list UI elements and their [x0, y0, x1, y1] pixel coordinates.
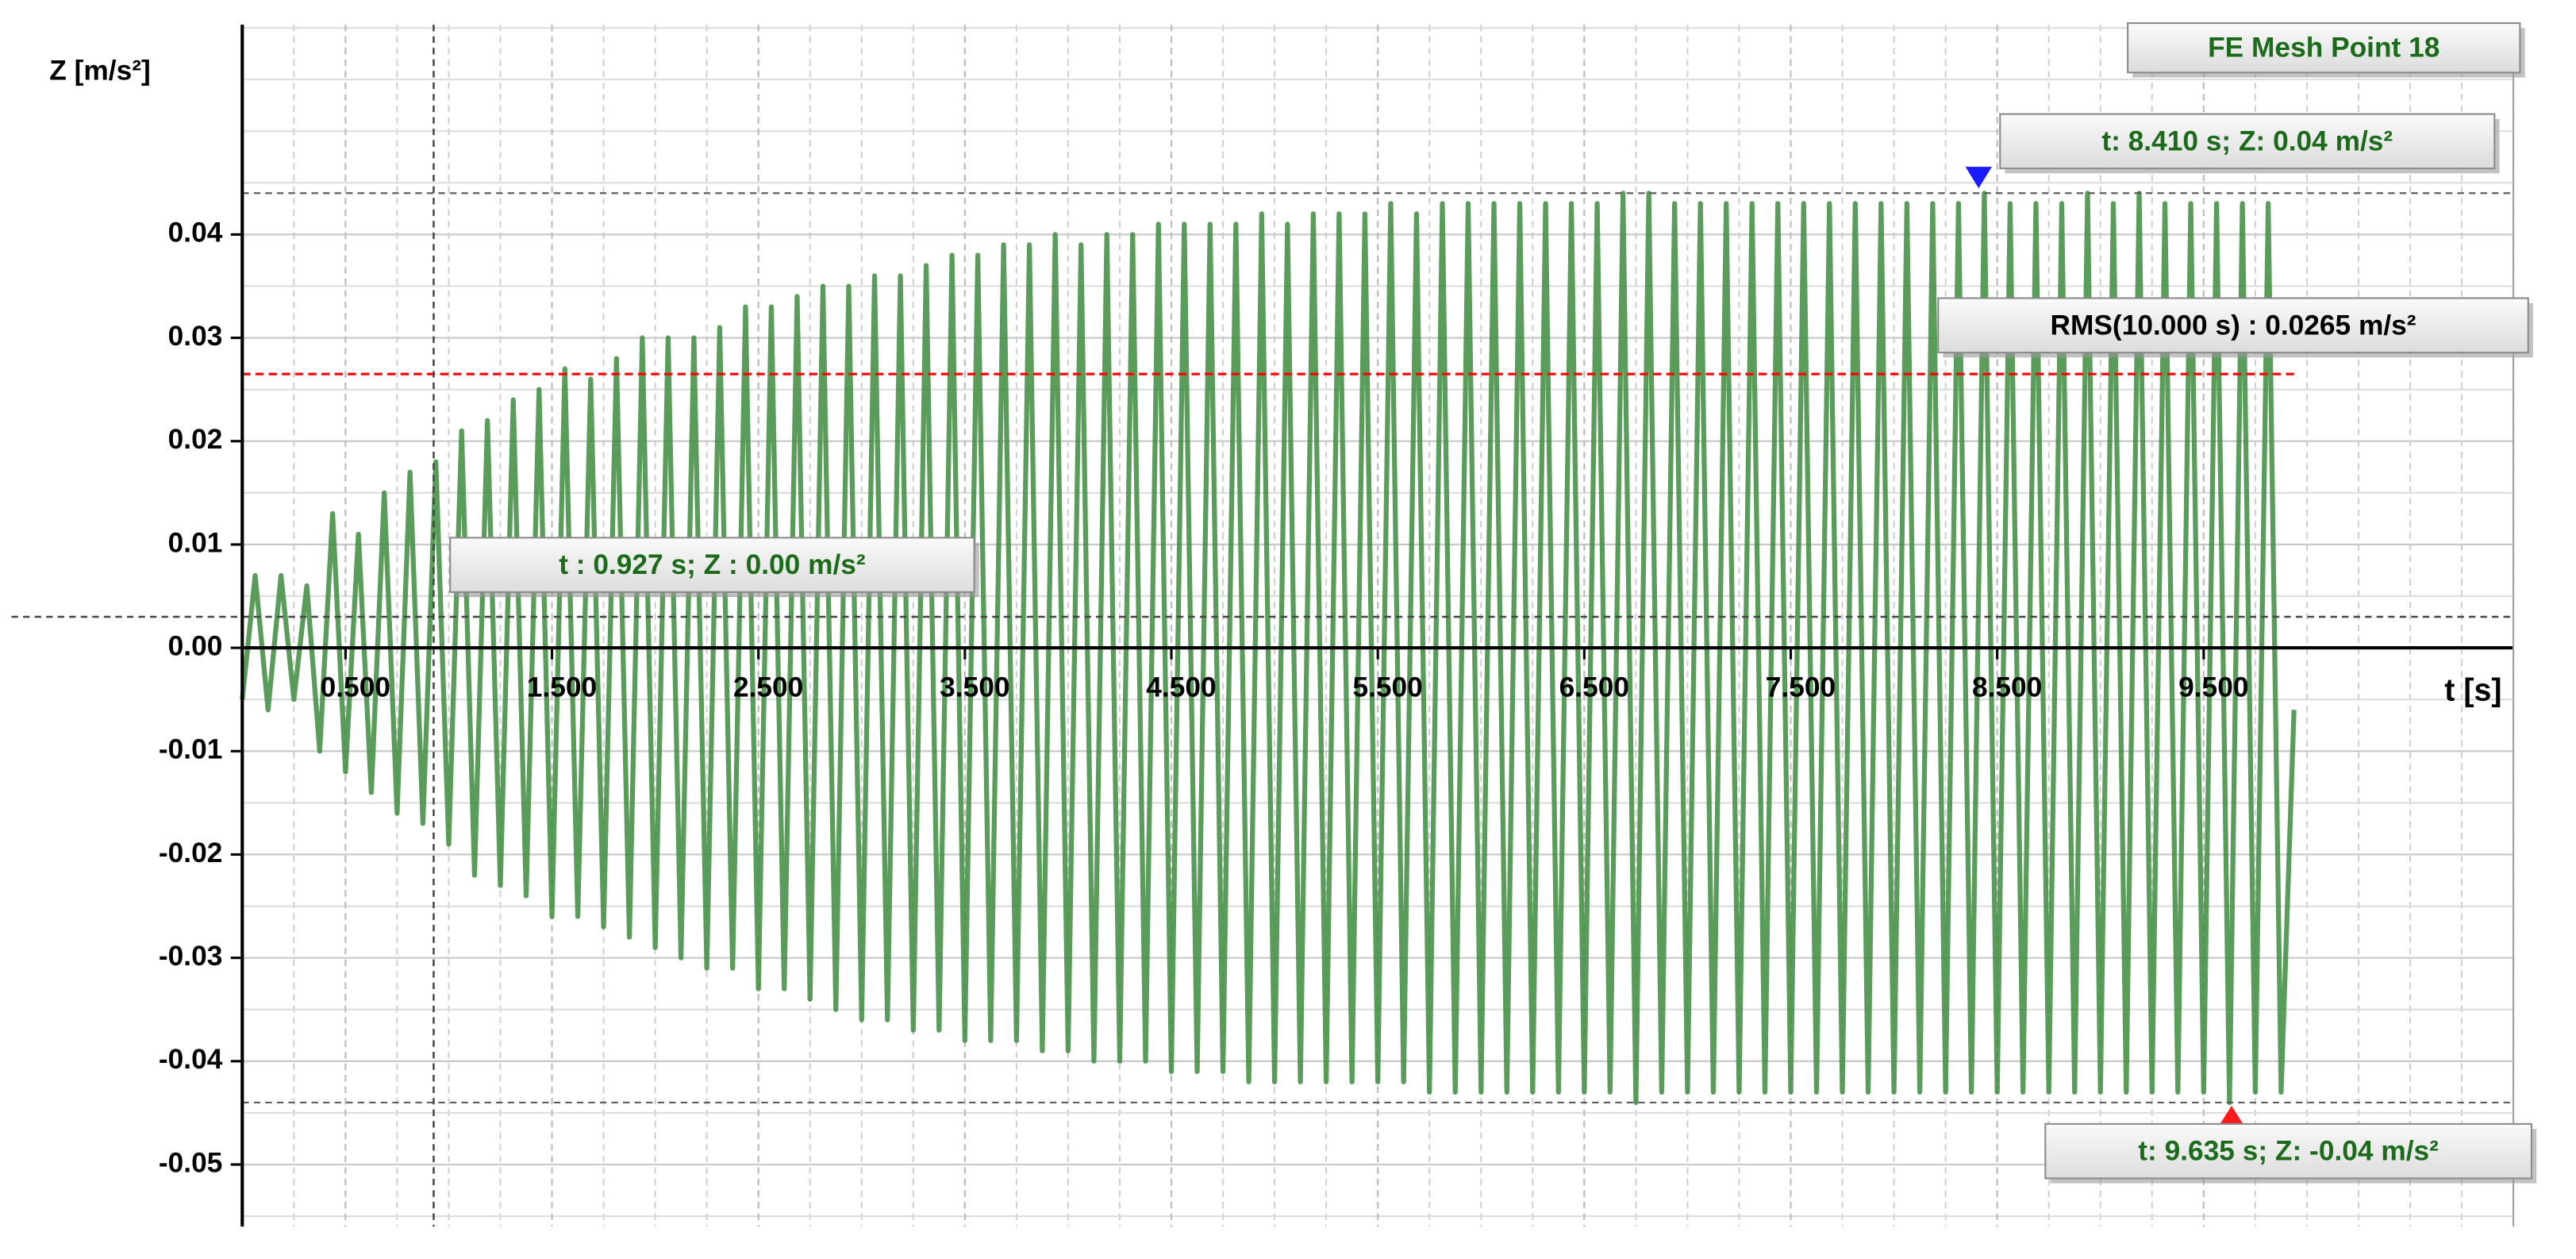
y-tick-label: 0.01: [168, 527, 223, 558]
x-tick-label: 0.500: [321, 672, 390, 703]
x-tick-label: 4.500: [1146, 672, 1216, 703]
y-tick-label: -0.05: [159, 1147, 222, 1178]
x-tick-label: 9.500: [2178, 672, 2248, 703]
y-tick-label: 0.04: [168, 218, 223, 248]
x-axis-title: t [s]: [2444, 673, 2501, 708]
axes: [230, 25, 2515, 1227]
labels: Z [m/s²] t [s] -0.05 -0.04 -0.03 -0.02 -0.01…: [49, 22, 2537, 1184]
y-tick-label: -0.04: [159, 1044, 223, 1075]
y-tick-label: 0.02: [168, 424, 223, 455]
max-label-box: [1999, 113, 2496, 170]
y-tick-label: 0.03: [168, 321, 223, 352]
min-label: t: 9.635 s; Z: -0.04 m/s²: [2138, 1136, 2439, 1167]
y-tick-label: -0.01: [159, 734, 222, 765]
x-tick-label: 2.500: [733, 672, 803, 703]
y-tick-label: 0.00: [168, 630, 223, 661]
max-marker: [1965, 167, 1992, 189]
min-label-box: [2044, 1122, 2532, 1180]
max-label: t: 8.410 s; Z: 0.04 m/s²: [2101, 125, 2393, 156]
x-tick-label: 8.500: [1972, 672, 2042, 703]
y-tick-label: -0.03: [159, 941, 222, 972]
x-tick-label: 1.500: [527, 672, 597, 703]
rms-label: RMS(10.000 s) : 0.0265 m/s²: [2050, 310, 2416, 341]
x-tick-label: 3.500: [940, 672, 1009, 703]
x-tick-label: 6.500: [1559, 672, 1629, 703]
legend-entry: FE Mesh Point 18: [2208, 33, 2440, 64]
y-tick-label: -0.02: [159, 837, 222, 868]
cursor-label-box: [449, 537, 975, 593]
legend-entry-box: [2127, 22, 2521, 74]
min-marker: [2220, 1106, 2243, 1124]
rms-label-box: [1937, 297, 2529, 354]
y-axis-title: Z [m/s²]: [49, 56, 150, 87]
x-tick-label: 7.500: [1766, 672, 1836, 703]
plot: [11, 25, 2514, 1227]
x-tick-label: 5.500: [1352, 672, 1422, 703]
cursor-label: t : 0.927 s; Z : 0.00 m/s²: [559, 549, 866, 580]
